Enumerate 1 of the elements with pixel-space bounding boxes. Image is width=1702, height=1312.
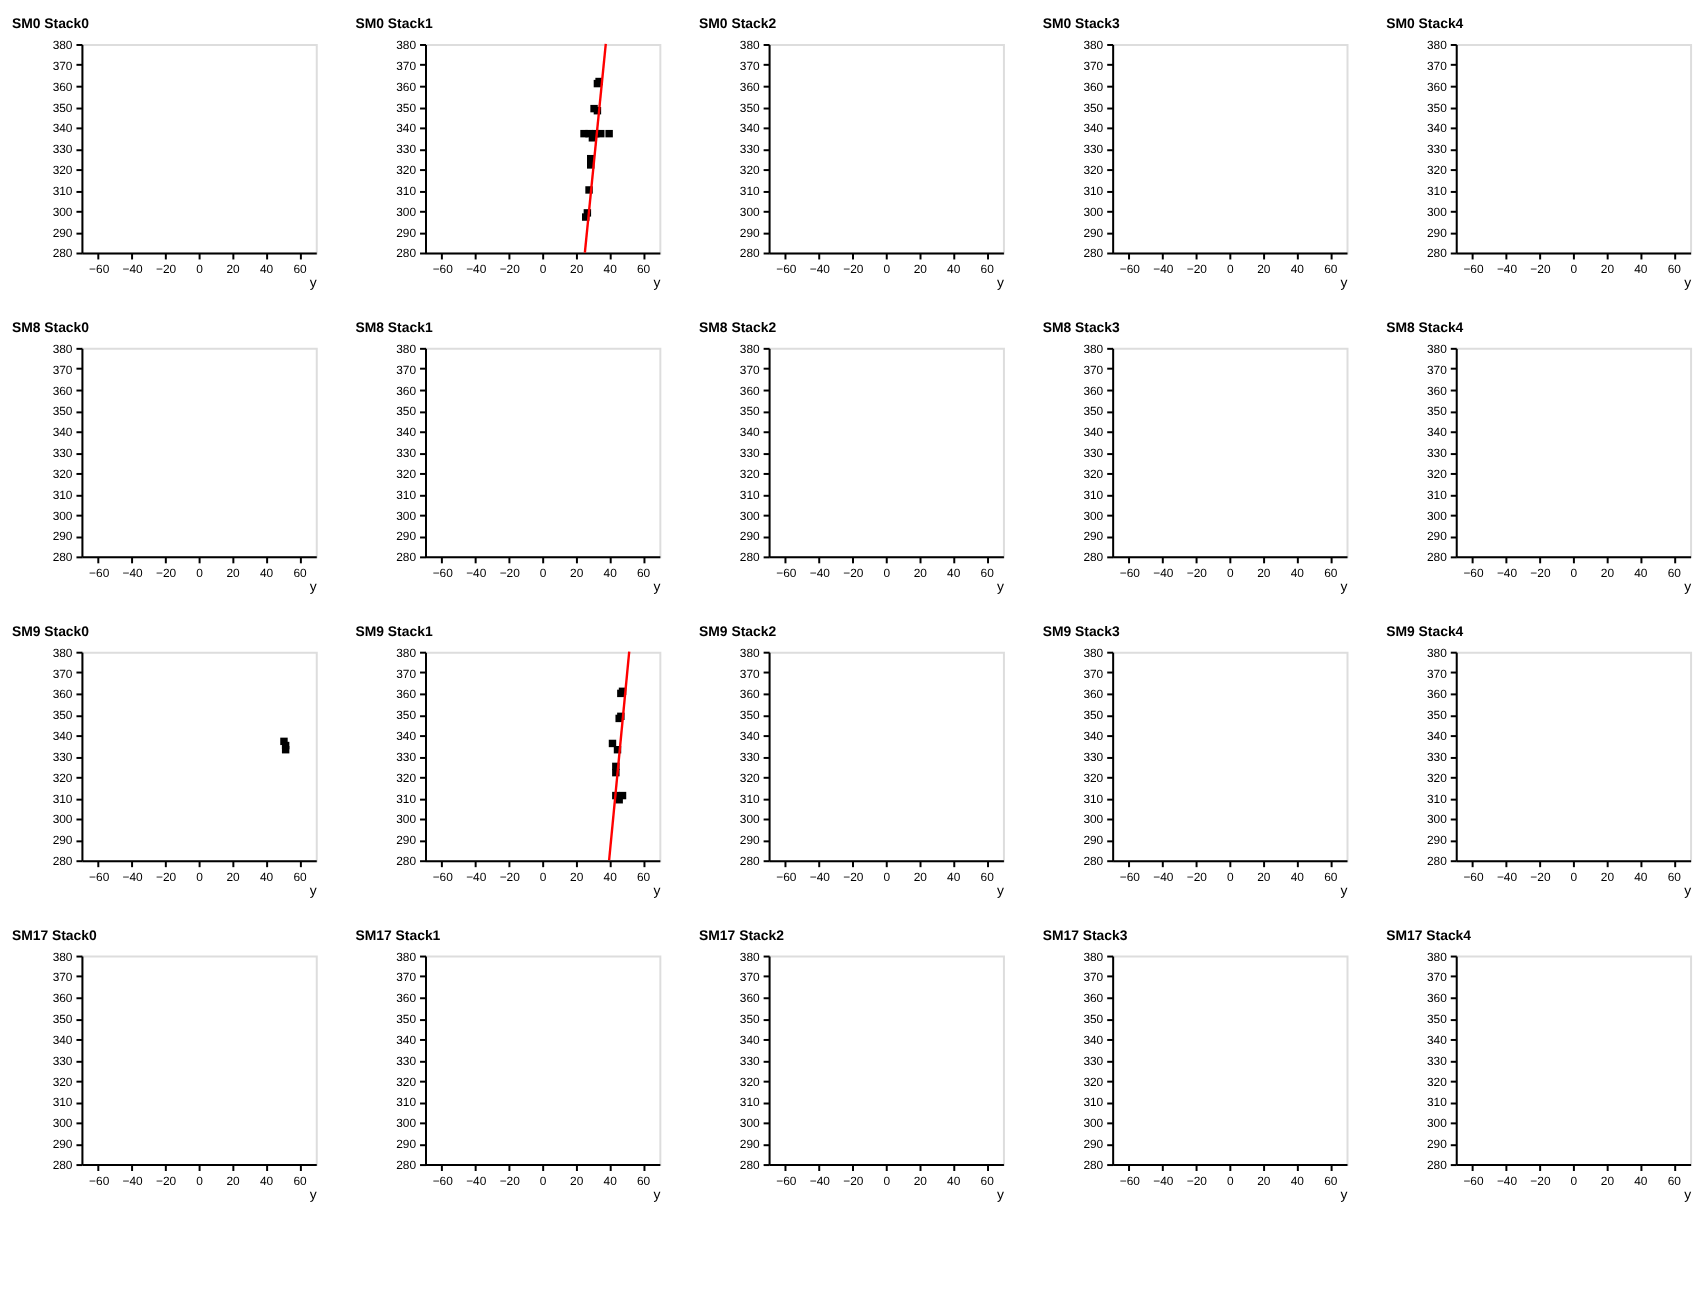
point xyxy=(605,129,613,138)
